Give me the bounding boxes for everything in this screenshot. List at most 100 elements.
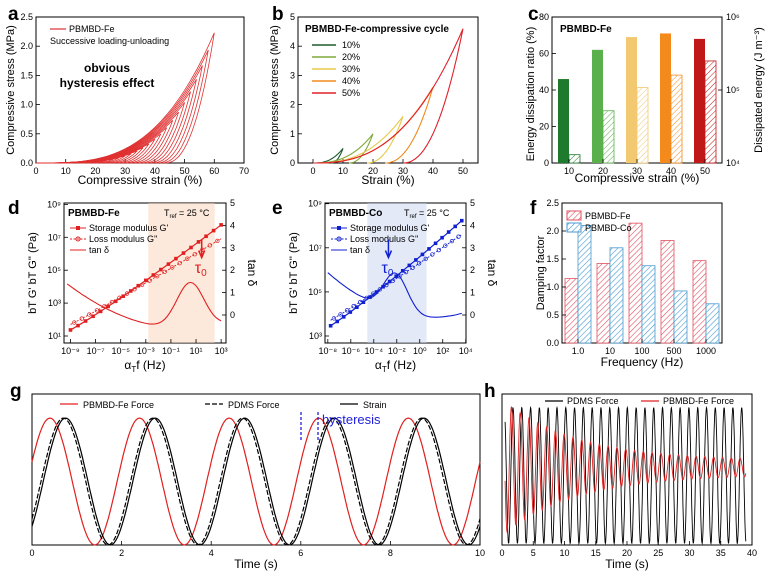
loss-marker xyxy=(410,265,415,270)
loss-marker xyxy=(377,287,382,292)
tref-label: Tref = 25 °C xyxy=(404,208,450,220)
legend-label: PBMBD-Fe xyxy=(585,211,631,221)
tref-label: Tref = 25 °C xyxy=(164,208,210,220)
series-Strain xyxy=(31,417,481,546)
y-tick-label: 10⁷ xyxy=(309,243,322,253)
y-tick-label: 2 xyxy=(290,100,295,110)
x-tick-label: 6 xyxy=(298,548,303,558)
bar-energy-30 xyxy=(636,87,649,164)
x-tick-label: 50 xyxy=(700,166,710,176)
storage-marker xyxy=(361,300,366,305)
plot-frame xyxy=(31,393,481,546)
x-tick-label: 25 xyxy=(653,548,663,558)
storage-marker xyxy=(453,224,458,229)
y-tick-label: 10³ xyxy=(48,298,61,308)
y-tick-label: 5 xyxy=(290,12,295,22)
y-axis-label: Damping factor xyxy=(535,235,547,310)
loss-marker xyxy=(154,274,160,279)
legend-swatch xyxy=(566,210,582,221)
legend-label: PBMBD-Fe Force xyxy=(663,396,734,406)
panel-letter-e: e xyxy=(272,198,283,219)
series-PBMBD-Fe Force xyxy=(31,417,481,546)
loss-marker xyxy=(417,261,422,266)
loss-marker xyxy=(109,299,115,305)
y-tick-label: 1.5 xyxy=(546,254,559,264)
storage-markers xyxy=(68,223,223,332)
legend-label: Successive loading-unloading xyxy=(50,36,169,46)
loss-marker xyxy=(331,316,337,321)
panel-letter-f: f xyxy=(530,198,537,219)
y-tick-label: 10⁶ xyxy=(726,12,740,22)
bar-ratio-30 xyxy=(626,37,637,164)
x-tick-label: 0 xyxy=(29,548,34,558)
y-tick-label-right: 5 xyxy=(470,198,475,208)
shaded-region xyxy=(148,203,215,343)
y-tick-label: 1 xyxy=(290,129,295,139)
y-tick-label: 0.0 xyxy=(546,338,559,348)
loss-marker xyxy=(207,243,212,248)
y-axis-label: bT G' bT G'' (Pa) xyxy=(288,232,300,314)
x-axis-label: Compressive strain (%) xyxy=(575,171,700,185)
bar-ratio-10 xyxy=(558,79,569,163)
storage-marker xyxy=(91,314,95,319)
loss-marker xyxy=(371,291,376,296)
loss-marker xyxy=(79,316,84,321)
legend-label: 10% xyxy=(342,40,360,50)
panel-b: 0 10 20 30 40 50 0 1 2 3 4 5 10% 20% 30% 40% 50% PBMBD-Fe… xyxy=(269,12,479,187)
hysteresis-loop-52 xyxy=(36,91,191,164)
loss-marker xyxy=(117,295,122,300)
storage-marker xyxy=(76,323,80,328)
storage-marker xyxy=(181,251,186,255)
bar-PBMBD-Co-1000 xyxy=(705,303,720,344)
loss-marker xyxy=(403,269,409,275)
bar-ratio-40 xyxy=(660,33,671,163)
storage-marker xyxy=(68,328,73,332)
storage-marker xyxy=(121,294,126,298)
bar-PBMBD-Co-100 xyxy=(641,265,656,344)
annotation: hysteresis xyxy=(322,412,381,427)
loss-marker xyxy=(185,256,190,261)
panel-letter-g: g xyxy=(10,381,22,402)
x-tick-label: 10⁻⁴ xyxy=(364,346,383,356)
x-tick-label: 0 xyxy=(310,166,315,176)
storage-marker xyxy=(211,228,216,233)
panel-c: 10 20 30 40 50 0 20 40 60 80 10⁴ 10⁵ 10⁶ PBMBD-Fe Comp… xyxy=(525,12,765,185)
legend-label: PBMBD-Fe Force xyxy=(83,400,154,410)
storage-marker xyxy=(159,267,163,272)
x-tick-label: 5 xyxy=(531,548,536,558)
x-tick-label: 20 xyxy=(598,166,608,176)
legend-swatch xyxy=(566,222,582,233)
y-axis-label: Compressive stress (MPa) xyxy=(5,25,17,155)
loss-marker xyxy=(72,320,77,325)
x-tick-label: 20 xyxy=(90,166,100,176)
legend-marker xyxy=(337,226,341,230)
y-tick-label: 10⁹ xyxy=(47,199,61,209)
storage-marker xyxy=(166,262,171,266)
bar-energy-40 xyxy=(670,74,683,164)
loss-marker xyxy=(456,234,461,239)
loss-marker xyxy=(124,291,130,296)
panel-h: 0 5 10 15 20 25 30 35 40 PDMS Force PBMBD-Fe Force… xyxy=(499,393,757,571)
legend-marker xyxy=(75,236,81,242)
y-axis-label: bT G' bT G'' (Pa) xyxy=(27,232,39,314)
storage-marker xyxy=(440,235,444,240)
x-tick-label: 10⁻² xyxy=(388,346,406,356)
x-tick-label: 40 xyxy=(666,166,676,176)
panel-letter-h: h xyxy=(484,381,496,402)
loss-marker xyxy=(430,252,435,257)
x-tick-label: 10 xyxy=(605,346,615,356)
x-tick-label: 30 xyxy=(398,166,408,176)
y-tick-label: 10¹ xyxy=(48,331,61,341)
y-tick-label-right: 3 xyxy=(230,243,235,253)
legend-label: PBMBD-Co xyxy=(585,223,632,233)
loss-marker xyxy=(192,252,197,257)
x-tick-label: 4 xyxy=(209,548,214,558)
bar-PBMBD-Co-1.0 xyxy=(577,224,592,344)
storage-marker xyxy=(128,289,133,293)
storage-marker xyxy=(394,274,399,278)
storage-marker xyxy=(144,278,148,283)
storage-markers xyxy=(328,218,464,328)
loss-marker xyxy=(423,256,428,262)
storage-marker xyxy=(83,319,88,323)
